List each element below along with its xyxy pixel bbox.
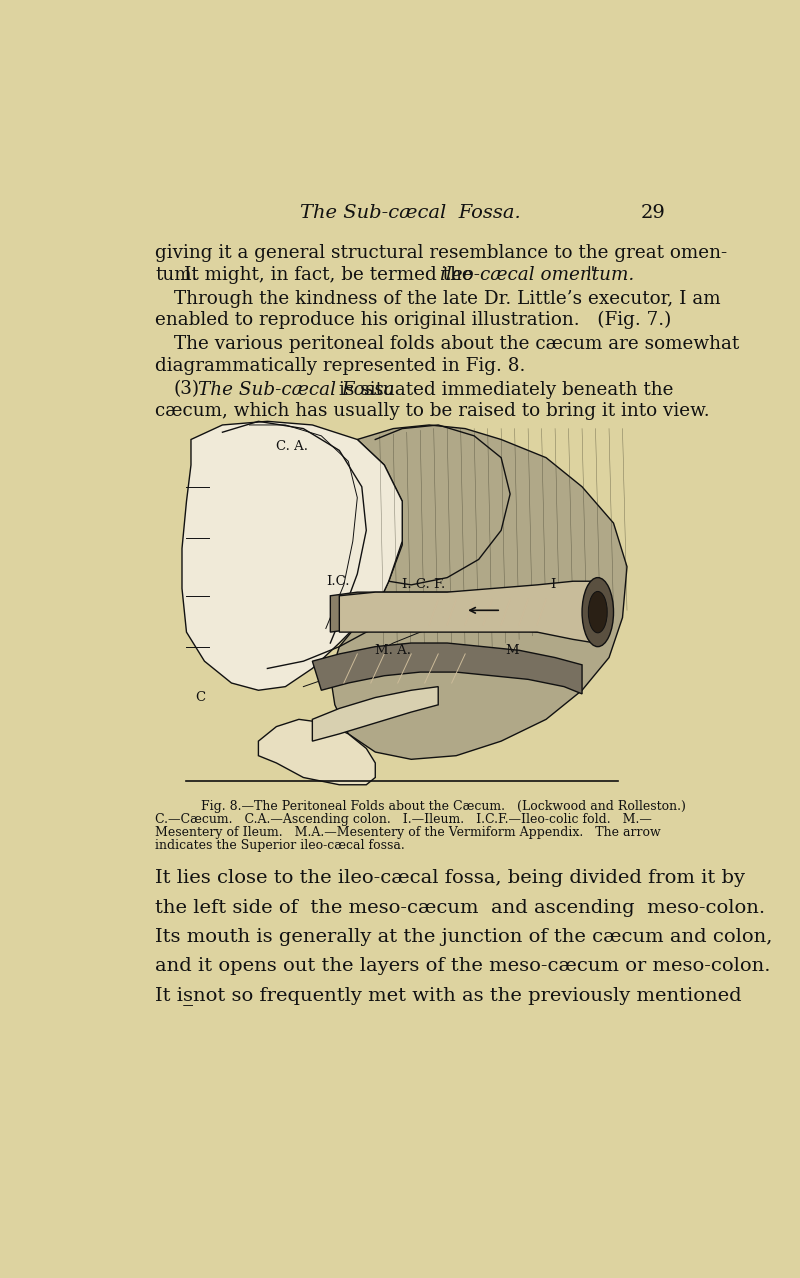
Ellipse shape bbox=[582, 578, 614, 647]
Polygon shape bbox=[312, 686, 438, 741]
Text: C. A.: C. A. bbox=[276, 440, 308, 454]
Text: C: C bbox=[195, 691, 205, 704]
Text: C.—Cæcum.   C.A.—Ascending colon.   I.—Ileum.   I.C.F.—Ileo-colic fold.   M.—: C.—Cæcum. C.A.—Ascending colon. I.—Ileum… bbox=[155, 813, 652, 827]
Text: Mesentery of Ileum.   M.A.—Mesentery of the Vermiform Appendix.   The arrow: Mesentery of Ileum. M.A.—Mesentery of th… bbox=[155, 827, 661, 840]
Text: M. A.: M. A. bbox=[375, 644, 411, 657]
Text: Fig. 8.—The Peritoneal Folds about the Cæcum.   (Lockwood and Rolleston.): Fig. 8.—The Peritoneal Folds about the C… bbox=[201, 800, 686, 813]
Text: The Sub-cæcal  Fossa.: The Sub-cæcal Fossa. bbox=[300, 204, 520, 222]
Text: and it opens out the layers of the meso-cæcum or meso-colon.: and it opens out the layers of the meso-… bbox=[155, 957, 770, 975]
Polygon shape bbox=[312, 643, 582, 694]
Text: I.C.: I.C. bbox=[326, 575, 350, 588]
Polygon shape bbox=[330, 426, 627, 759]
Text: (3): (3) bbox=[174, 381, 200, 399]
Text: I: I bbox=[550, 579, 556, 592]
Text: It is̲not so frequently met with as the previously mentioned: It is̲not so frequently met with as the … bbox=[155, 987, 742, 1006]
Text: diagrammatically represented in Fig. 8.: diagrammatically represented in Fig. 8. bbox=[155, 357, 526, 374]
Text: enabled to reproduce his original illustration.   (Fig. 7.): enabled to reproduce his original illust… bbox=[155, 312, 671, 330]
Text: the left side of  the meso-cæcum  and ascending  meso-colon.: the left side of the meso-cæcum and asce… bbox=[155, 898, 765, 916]
Text: cæcum, which has usually to be raised to bring it into view.: cæcum, which has usually to be raised to… bbox=[155, 403, 710, 420]
Text: ileo-cæcal omentum.: ileo-cæcal omentum. bbox=[440, 266, 634, 284]
Text: Through the kindness of the late Dr. Little’s executor, I am: Through the kindness of the late Dr. Lit… bbox=[174, 290, 720, 308]
Text: giving it a general structural resemblance to the great omen-: giving it a general structural resemblan… bbox=[155, 244, 727, 262]
Text: It lies close to the ileo-cæcal fossa, being divided from it by: It lies close to the ileo-cæcal fossa, b… bbox=[155, 869, 745, 887]
Text: indicates the Superior ileo-cæcal fossa.: indicates the Superior ileo-cæcal fossa. bbox=[155, 840, 405, 852]
Polygon shape bbox=[258, 720, 375, 785]
Text: It might, in fact, be termed the: It might, in fact, be termed the bbox=[184, 266, 473, 284]
Polygon shape bbox=[182, 422, 402, 690]
Text: tum.: tum. bbox=[155, 266, 198, 284]
Polygon shape bbox=[330, 592, 605, 635]
Text: ": " bbox=[586, 266, 595, 284]
Text: The various peritoneal folds about the cæcum are somewhat: The various peritoneal folds about the c… bbox=[174, 335, 739, 353]
Text: 29: 29 bbox=[641, 204, 666, 222]
Polygon shape bbox=[339, 581, 595, 643]
Text: is situated immediately beneath the: is situated immediately beneath the bbox=[338, 381, 674, 399]
Text: The Sub-cæcal Fossa: The Sub-cæcal Fossa bbox=[198, 381, 394, 399]
Text: Its mouth is generally at the junction of the cæcum and colon,: Its mouth is generally at the junction o… bbox=[155, 928, 773, 946]
Text: I. C. F.: I. C. F. bbox=[402, 579, 446, 592]
Text: M: M bbox=[506, 644, 519, 657]
Ellipse shape bbox=[588, 592, 607, 633]
